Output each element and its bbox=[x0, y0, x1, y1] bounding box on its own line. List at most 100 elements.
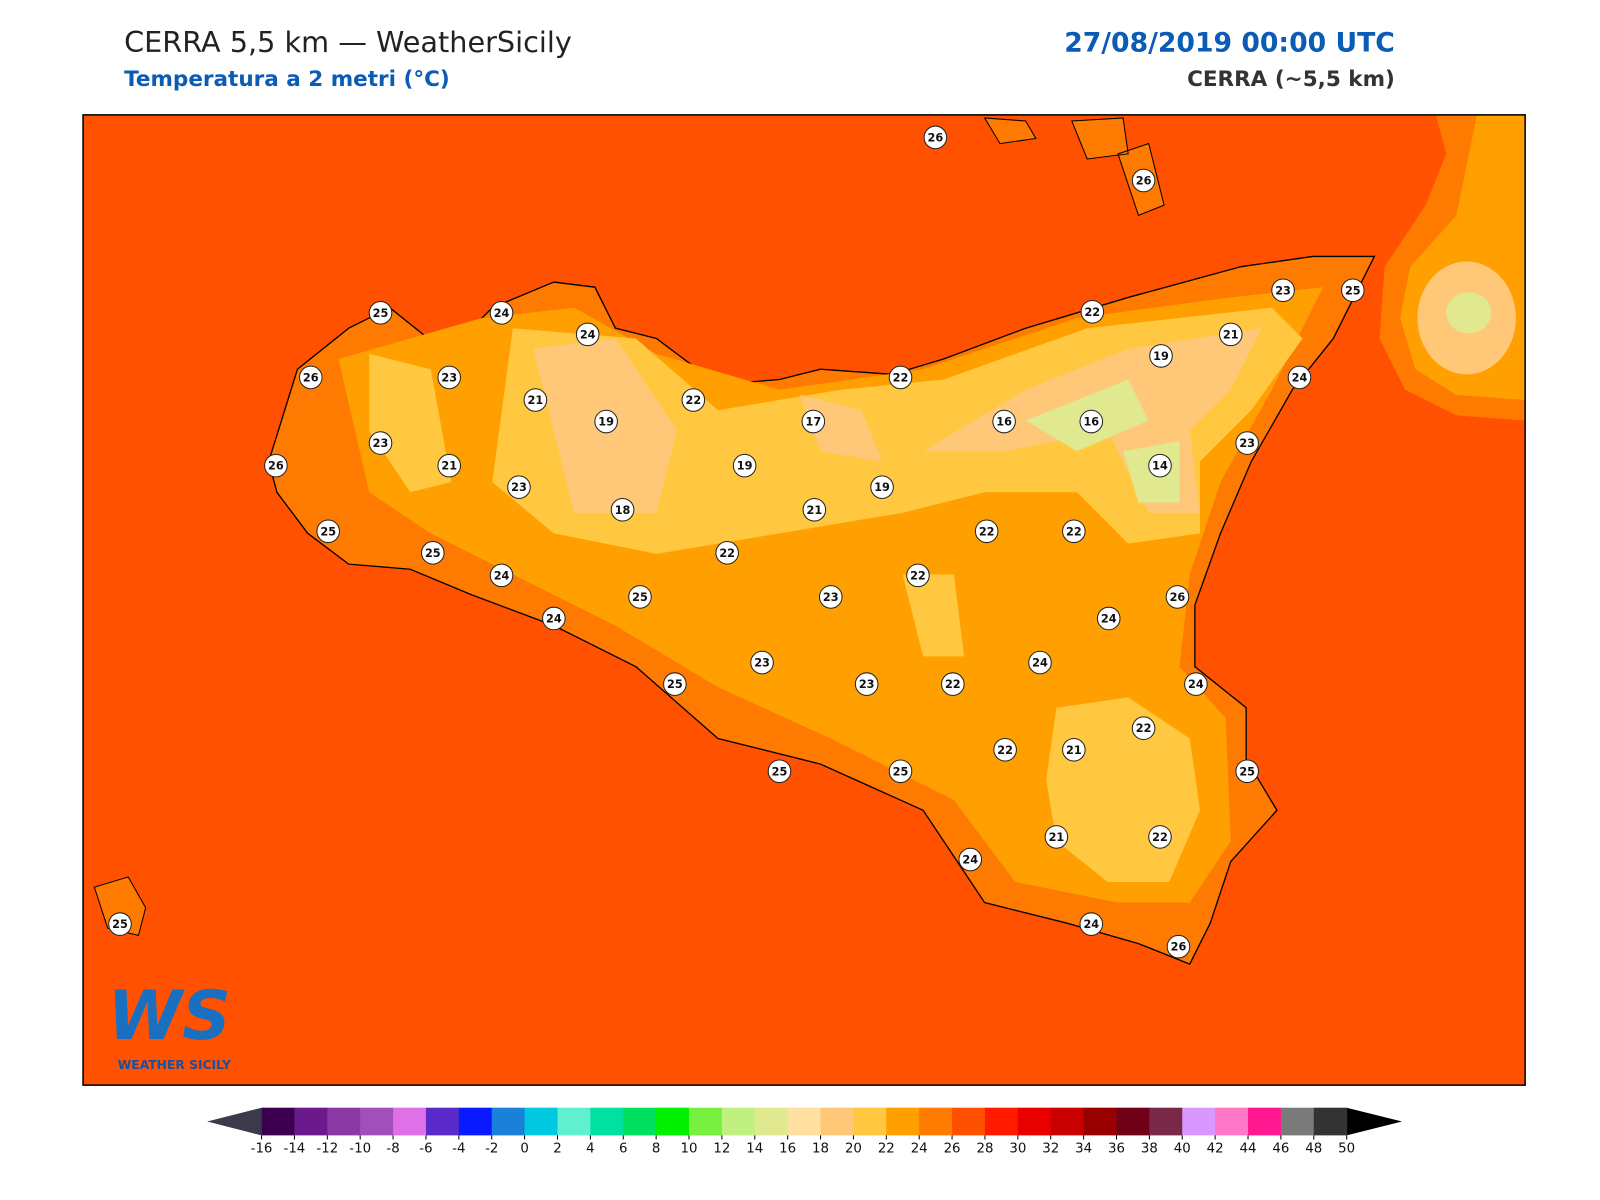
colorbar-tick-label: -14 bbox=[284, 1142, 306, 1157]
colorbar-tick-label: 8 bbox=[652, 1142, 660, 1157]
colorbar-tick-label: 0 bbox=[520, 1142, 528, 1157]
station-value: 24 bbox=[962, 854, 978, 867]
colorbar-tick-label: 32 bbox=[1042, 1142, 1059, 1157]
station: 22 bbox=[888, 365, 913, 390]
colorbar-tick-label: 4 bbox=[586, 1142, 594, 1157]
colorbar-segment bbox=[425, 1107, 460, 1136]
station: 24 bbox=[958, 847, 983, 872]
station-value: 21 bbox=[807, 504, 823, 517]
station-value: 25 bbox=[425, 547, 441, 560]
station: 26 bbox=[923, 125, 948, 150]
colorbar-tick-label: -8 bbox=[386, 1142, 399, 1157]
colorbar-tick-label: 42 bbox=[1207, 1142, 1224, 1157]
colorbar-segment bbox=[853, 1107, 887, 1136]
station-marker bbox=[421, 541, 445, 565]
station-marker bbox=[732, 453, 757, 478]
logo-text: WEATHER SICILY bbox=[118, 1058, 232, 1072]
colorbar-segment bbox=[1248, 1107, 1282, 1136]
station-marker bbox=[941, 672, 965, 696]
station-value: 24 bbox=[1032, 657, 1048, 670]
station: 16 bbox=[1079, 409, 1104, 434]
station-marker bbox=[1079, 912, 1104, 936]
station-marker bbox=[1062, 519, 1086, 544]
colorbar-tick-label: 38 bbox=[1141, 1142, 1158, 1157]
station-value: 16 bbox=[996, 416, 1012, 429]
station-marker bbox=[1079, 409, 1104, 434]
station-value: 25 bbox=[373, 307, 389, 320]
colorbar-segment bbox=[261, 1107, 295, 1136]
colorbar-segment bbox=[1017, 1107, 1052, 1136]
station-value: 26 bbox=[303, 371, 319, 384]
colorbar-segment bbox=[689, 1107, 723, 1136]
colorbar-tick-label: 50 bbox=[1338, 1142, 1355, 1157]
map-area: 26 26 25 24 24 22 23 25 21 19 26 23 21 22 22 24 19 17 16 16… bbox=[83, 114, 1526, 1086]
station-marker bbox=[854, 672, 879, 696]
colorbar-tick-label: 6 bbox=[619, 1142, 627, 1157]
station: 23 bbox=[507, 475, 531, 499]
station: 25 bbox=[888, 759, 913, 784]
station: 19 bbox=[870, 475, 894, 499]
colorbar-segment bbox=[886, 1107, 920, 1136]
station-marker bbox=[1028, 650, 1052, 675]
station-value: 22 bbox=[910, 569, 926, 582]
colorbar-tick-label: 36 bbox=[1108, 1142, 1125, 1157]
station: 23 bbox=[1271, 278, 1295, 303]
station: 24 bbox=[1184, 672, 1208, 696]
station: 21 bbox=[1062, 737, 1086, 762]
stations: 26 26 25 24 24 22 23 25 21 19 26 23 21 22 22 24 19 17 16 16… bbox=[108, 125, 1365, 959]
colorbar-tick-label: 26 bbox=[944, 1142, 961, 1157]
station: 23 bbox=[750, 650, 774, 675]
colorbar-segment bbox=[491, 1107, 526, 1136]
colorbar-segment bbox=[1149, 1107, 1183, 1136]
station-marker bbox=[368, 431, 393, 455]
station-value: 19 bbox=[737, 460, 753, 473]
station-marker bbox=[1096, 606, 1121, 631]
station-marker bbox=[1148, 453, 1172, 478]
station: 24 bbox=[542, 606, 566, 631]
colorbar-segment bbox=[952, 1107, 986, 1136]
station-value: 19 bbox=[1153, 350, 1169, 363]
station-marker bbox=[801, 409, 826, 434]
station: 21 bbox=[1044, 825, 1069, 849]
station: 22 bbox=[993, 737, 1017, 762]
colorbar-segment bbox=[1215, 1107, 1249, 1136]
calabria-zone bbox=[1446, 292, 1492, 334]
station-marker bbox=[1148, 825, 1172, 849]
station-marker bbox=[575, 322, 600, 347]
station: 22 bbox=[1148, 825, 1172, 849]
station-marker bbox=[264, 453, 288, 478]
station: 23 bbox=[437, 365, 462, 390]
colorbar-tick-label: 24 bbox=[911, 1142, 928, 1157]
station-value: 26 bbox=[268, 460, 284, 473]
station-marker bbox=[906, 563, 930, 588]
station-value: 21 bbox=[441, 460, 457, 473]
sicily-zone bbox=[1025, 379, 1180, 503]
station-marker bbox=[1218, 322, 1243, 347]
station-value: 23 bbox=[441, 371, 457, 384]
station-value: 21 bbox=[528, 394, 544, 407]
station-marker bbox=[1165, 585, 1190, 609]
colorbar-segment bbox=[721, 1107, 756, 1136]
station-marker bbox=[368, 301, 393, 325]
station-value: 22 bbox=[1136, 722, 1152, 735]
station: 19 bbox=[732, 453, 757, 478]
station-value: 22 bbox=[945, 678, 961, 691]
station-marker bbox=[750, 650, 774, 675]
station: 19 bbox=[594, 409, 618, 434]
station-value: 16 bbox=[1083, 416, 1099, 429]
aeolian-islands bbox=[983, 117, 1165, 217]
station-marker bbox=[715, 541, 739, 565]
station-value: 24 bbox=[1101, 612, 1117, 625]
station: 22 bbox=[715, 541, 739, 565]
station: 24 bbox=[1287, 365, 1312, 390]
station: 25 bbox=[628, 585, 652, 609]
station: 26 bbox=[1166, 934, 1191, 959]
station: 25 bbox=[316, 519, 340, 544]
station-marker bbox=[1166, 934, 1191, 959]
station-value: 25 bbox=[320, 525, 336, 538]
station: 24 bbox=[1079, 912, 1104, 936]
colorbar-tick-label: 48 bbox=[1305, 1142, 1322, 1157]
colorbar-tick-label: 40 bbox=[1174, 1142, 1191, 1157]
station: 22 bbox=[681, 388, 706, 412]
station: 24 bbox=[1096, 606, 1121, 631]
